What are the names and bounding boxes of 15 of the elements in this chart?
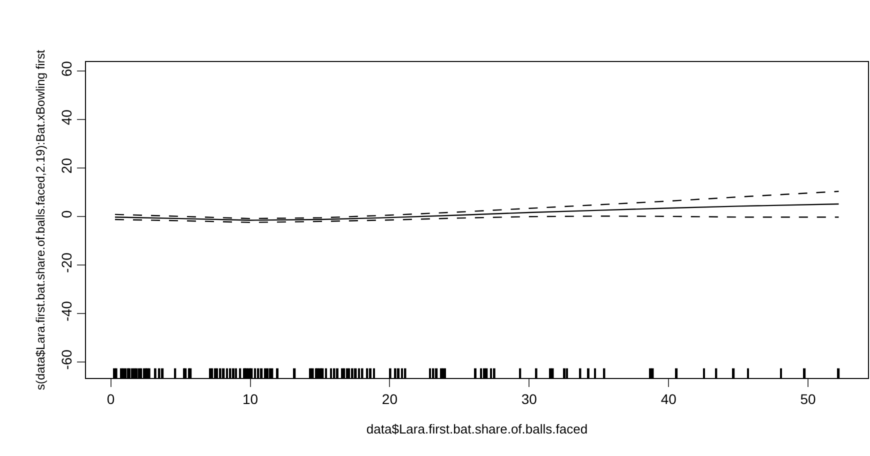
y-tick-label: -60 xyxy=(58,349,74,370)
y-tick-label: 60 xyxy=(58,60,74,77)
x-tick-label: 30 xyxy=(521,390,538,407)
x-tick-label: 50 xyxy=(800,390,816,407)
y-tick-label: -20 xyxy=(58,252,74,273)
x-axis-title: data$Lara.first.bat.share.of.balls.faced xyxy=(366,421,588,436)
y-tick-label: 40 xyxy=(58,109,74,126)
x-tick-label: 40 xyxy=(660,390,677,407)
y-axis-title: s(data$Lara.first.bat.share.of.balls.faced,2.19):Bat.xBowling first xyxy=(34,49,48,390)
y-tick-label: 0 xyxy=(58,210,74,218)
x-tick-label: 10 xyxy=(242,390,258,407)
x-tick-label: 20 xyxy=(382,390,398,407)
y-tick-label: 20 xyxy=(58,158,74,174)
x-tick-label: 0 xyxy=(106,390,115,407)
y-tick-label: -40 xyxy=(58,300,74,322)
